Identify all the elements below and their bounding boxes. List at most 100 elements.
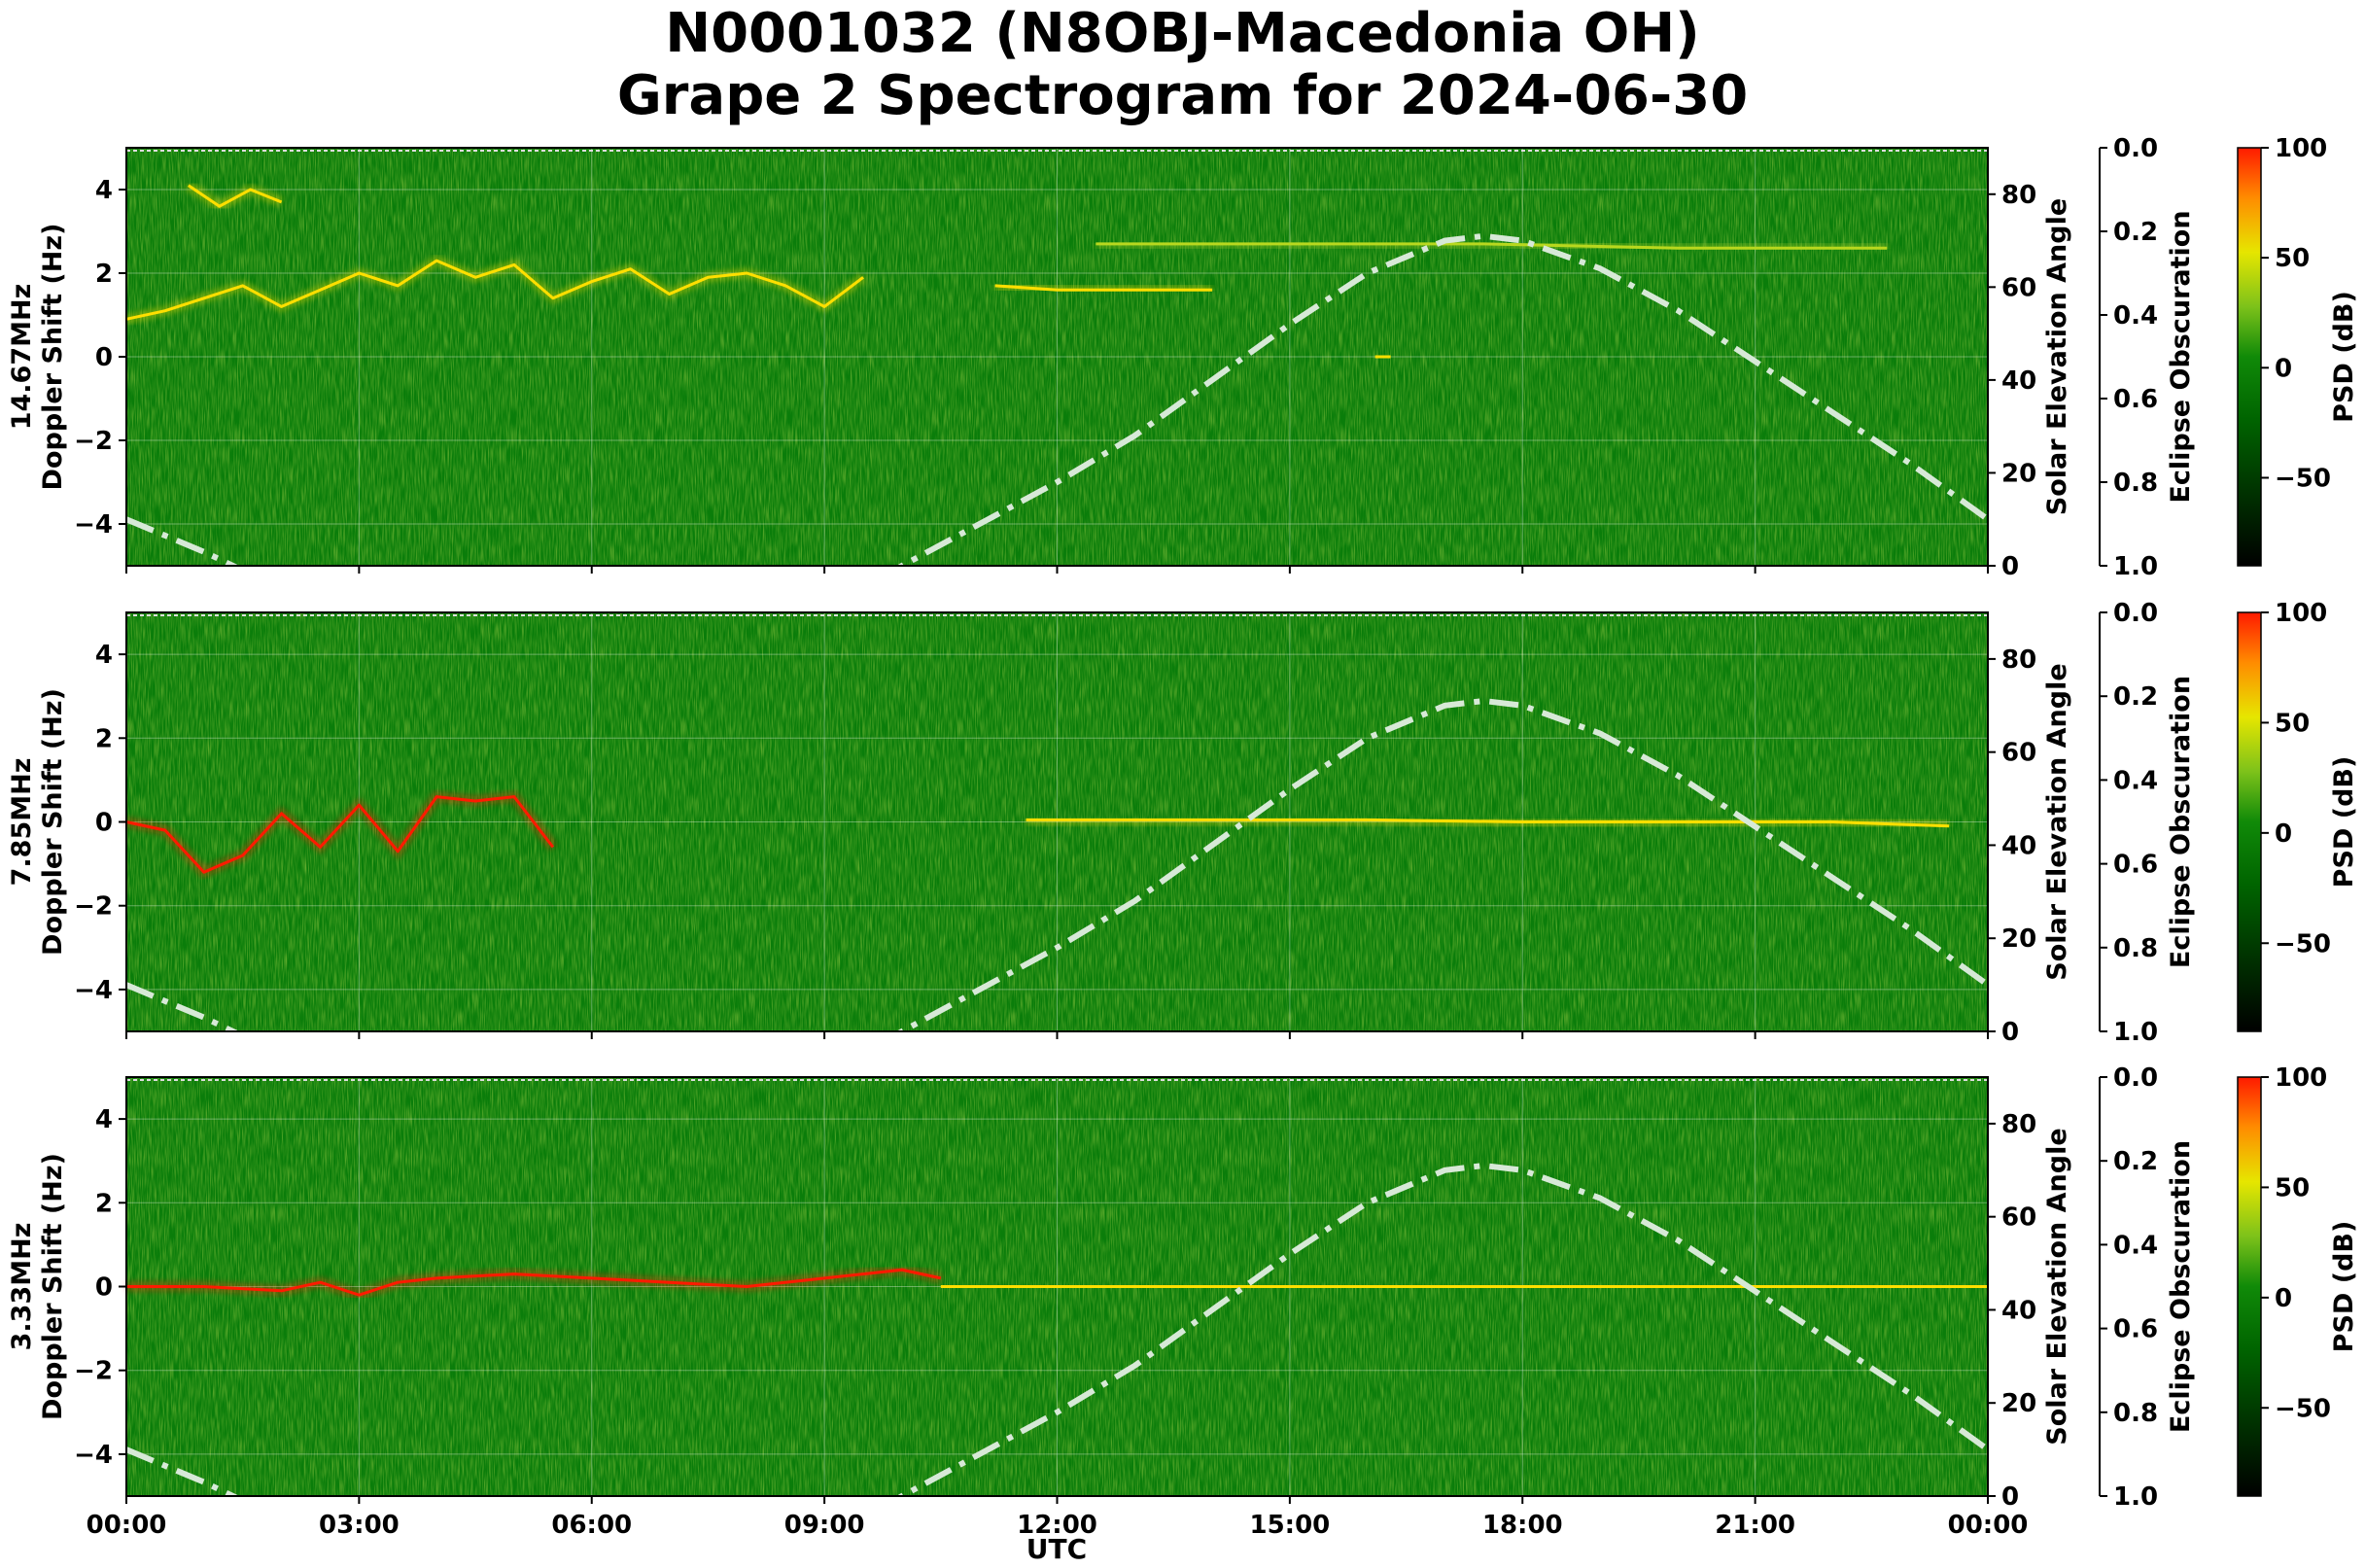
- y2-tick-label: 20: [2001, 459, 2036, 488]
- eclipse-tick-label: 1.0: [2113, 552, 2158, 581]
- eclipse-tick-label: 0.2: [2113, 218, 2158, 247]
- y2-tick-label: 60: [2001, 739, 2036, 768]
- y-tick-label: −4: [74, 1441, 113, 1470]
- y-tick-label: −4: [74, 510, 113, 540]
- colorbar: [2237, 1076, 2262, 1497]
- y2-tick-label: 0: [2001, 1482, 2019, 1512]
- y-axis-label: Doppler Shift (Hz): [38, 1153, 68, 1420]
- y-tick-label: −2: [74, 892, 113, 922]
- y2-tick-label: 0: [2001, 1018, 2019, 1047]
- eclipse-tick-label: 0.0: [2113, 599, 2158, 628]
- y-tick-label: 2: [95, 724, 113, 753]
- y-tick-label: 2: [95, 1189, 113, 1218]
- colorbar-tick-label: 50: [2275, 1173, 2310, 1202]
- x-tick-label: 06:00: [551, 1511, 632, 1540]
- colorbar-tick-label: 0: [2275, 1284, 2292, 1313]
- x-tick-label: 00:00: [1948, 1511, 2029, 1540]
- eclipse-tick-label: 0.4: [2113, 1231, 2158, 1260]
- doppler-trace-2: [187, 184, 283, 208]
- solar-elevation-label: Solar Elevation Angle: [2042, 198, 2072, 515]
- colorbar-tick-label: 50: [2275, 244, 2310, 273]
- y2-tick-label: 60: [2001, 1203, 2036, 1233]
- eclipse-tick-label: 0.0: [2113, 134, 2158, 163]
- eclipse-tick-label: 0.6: [2113, 851, 2158, 880]
- y-tick-label: 2: [95, 260, 113, 289]
- x-axis-label: UTC: [1026, 1533, 1087, 1565]
- eclipse-tick-label: 0.2: [2113, 1147, 2158, 1176]
- colorbar-tick-label: 50: [2275, 709, 2310, 738]
- eclipse-tick-label: 0.0: [2113, 1063, 2158, 1093]
- spectrogram-noise: [126, 148, 1988, 566]
- solar-elevation-curve: [126, 1162, 1988, 1496]
- x-tick-label: 21:00: [1715, 1511, 1795, 1540]
- eclipse-tick-label: 0.8: [2113, 1399, 2158, 1428]
- x-tick-label: 12:00: [1017, 1511, 1097, 1540]
- colorbar-tick-label: 0: [2275, 354, 2292, 383]
- y-tick-label: 4: [95, 641, 113, 670]
- eclipse-tick-label: 0.6: [2113, 385, 2158, 414]
- eclipse-tick-label: 1.0: [2113, 1018, 2158, 1047]
- y-tick-label: −4: [74, 976, 113, 1005]
- y-axis-label: Doppler Shift (Hz): [38, 224, 68, 491]
- y2-tick-label: 40: [2001, 1296, 2036, 1325]
- y-tick-label: 4: [95, 1105, 113, 1134]
- y2-tick-label: 80: [2001, 645, 2036, 675]
- y-tick-label: 0: [95, 343, 113, 372]
- colorbar-tick-label: −50: [2275, 929, 2331, 958]
- x-tick-label: 03:00: [319, 1511, 400, 1540]
- doppler-trace-1: [125, 259, 864, 321]
- y2-tick-label: 60: [2001, 273, 2036, 302]
- colorbar: [2237, 611, 2262, 1032]
- y2-tick-label: 80: [2001, 181, 2036, 210]
- x-tick-label: 09:00: [784, 1511, 865, 1540]
- colorbar-label: PSD (dB): [2329, 291, 2359, 423]
- solar-elevation-label: Solar Elevation Angle: [2042, 663, 2072, 980]
- colorbar-tick-label: 0: [2275, 819, 2292, 849]
- y2-tick-label: 0: [2001, 552, 2019, 581]
- colorbar-label: PSD (dB): [2329, 756, 2359, 889]
- y-tick-label: −2: [74, 1357, 113, 1386]
- doppler-trace-1: [125, 795, 555, 874]
- x-tick-label: 18:00: [1482, 1511, 1563, 1540]
- eclipse-obscuration-label: Eclipse Obscuration: [2166, 676, 2196, 968]
- y-tick-label: 4: [95, 176, 113, 205]
- colorbar-tick-label: 100: [2275, 599, 2327, 628]
- doppler-trace-3: [994, 284, 1213, 292]
- chart-title-line-2: Grape 2 Spectrogram for 2024-06-30: [616, 64, 1749, 127]
- eclipse-tick-label: 0.4: [2113, 301, 2158, 331]
- eclipse-tick-label: 0.6: [2113, 1315, 2158, 1344]
- colorbar-tick-label: −50: [2275, 1394, 2331, 1423]
- y2-tick-label: 20: [2001, 924, 2036, 954]
- solar-elevation-curve: [126, 697, 1988, 1031]
- x-tick-label: 15:00: [1249, 1511, 1330, 1540]
- y-tick-label: −2: [74, 427, 113, 456]
- eclipse-tick-label: 0.2: [2113, 682, 2158, 712]
- y2-tick-label: 80: [2001, 1110, 2036, 1139]
- doppler-trace-1: [126, 1268, 942, 1297]
- colorbar-tick-label: −50: [2275, 464, 2331, 493]
- y-axis-label: Doppler Shift (Hz): [38, 688, 68, 956]
- frequency-label: 3.33MHz: [7, 1223, 37, 1351]
- chart-title-line-1: N0001032 (N8OBJ-Macedonia OH): [665, 2, 1700, 65]
- y-tick-label: 0: [95, 809, 113, 838]
- y2-tick-label: 40: [2001, 366, 2036, 396]
- frequency-label: 14.67MHz: [7, 284, 37, 431]
- y-tick-label: 0: [95, 1273, 113, 1303]
- eclipse-obscuration-label: Eclipse Obscuration: [2166, 1140, 2196, 1433]
- eclipse-tick-label: 1.0: [2113, 1482, 2158, 1512]
- eclipse-tick-label: 0.4: [2113, 766, 2158, 795]
- colorbar-tick-label: 100: [2275, 134, 2327, 163]
- eclipse-tick-label: 0.8: [2113, 469, 2158, 498]
- colorbar-label: PSD (dB): [2329, 1221, 2359, 1353]
- y2-tick-label: 40: [2001, 831, 2036, 860]
- solar-elevation-curve: [126, 232, 1988, 566]
- eclipse-obscuration-label: Eclipse Obscuration: [2166, 210, 2196, 503]
- y2-tick-label: 20: [2001, 1389, 2036, 1418]
- frequency-label: 7.85MHz: [7, 758, 37, 887]
- doppler-trace-2: [1026, 818, 1950, 828]
- colorbar-tick-label: 100: [2275, 1063, 2327, 1093]
